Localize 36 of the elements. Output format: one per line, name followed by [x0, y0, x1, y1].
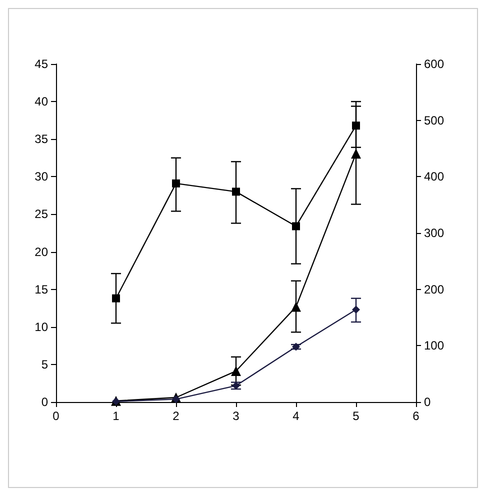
point — [172, 179, 180, 188]
y-tick-label: 30 — [34, 170, 48, 184]
y2-tick-label: 200 — [424, 282, 444, 296]
point — [352, 306, 360, 314]
y2-tick-label: 600 — [424, 57, 444, 71]
point — [232, 382, 240, 390]
x-tick-label: 0 — [52, 409, 60, 423]
y-tick-label: 45 — [34, 57, 48, 71]
point — [292, 222, 300, 230]
point — [172, 395, 180, 404]
point — [291, 302, 301, 312]
y-tick-label: 10 — [34, 320, 48, 334]
y2-tick-label: 400 — [424, 170, 444, 184]
point — [112, 294, 120, 302]
y-tick-label: 40 — [34, 94, 48, 109]
x-tick-label: 2 — [172, 409, 180, 423]
point — [232, 188, 240, 196]
y-tick-label: 5 — [41, 357, 48, 372]
y2-tick-label: 0 — [424, 395, 431, 409]
y-tick-label: 20 — [34, 244, 48, 259]
y-tick-label: 25 — [34, 207, 48, 222]
x-tick-label: 5 — [352, 409, 360, 423]
y2-tick-label: 500 — [424, 113, 444, 128]
y2-tick-label: 300 — [424, 226, 444, 240]
x-tick-label: 4 — [292, 409, 300, 423]
x-tick-label: 3 — [232, 409, 240, 423]
point — [351, 148, 361, 159]
point — [352, 122, 360, 130]
y-tick-label: 0 — [41, 395, 48, 409]
y-tick-label: 35 — [34, 132, 48, 146]
point — [231, 366, 241, 376]
y-tick-label: 15 — [34, 282, 48, 296]
x-tick-label: 1 — [112, 409, 120, 423]
point — [292, 342, 300, 351]
y2-tick-label: 100 — [424, 338, 444, 353]
x-tick-label: 6 — [412, 409, 420, 423]
